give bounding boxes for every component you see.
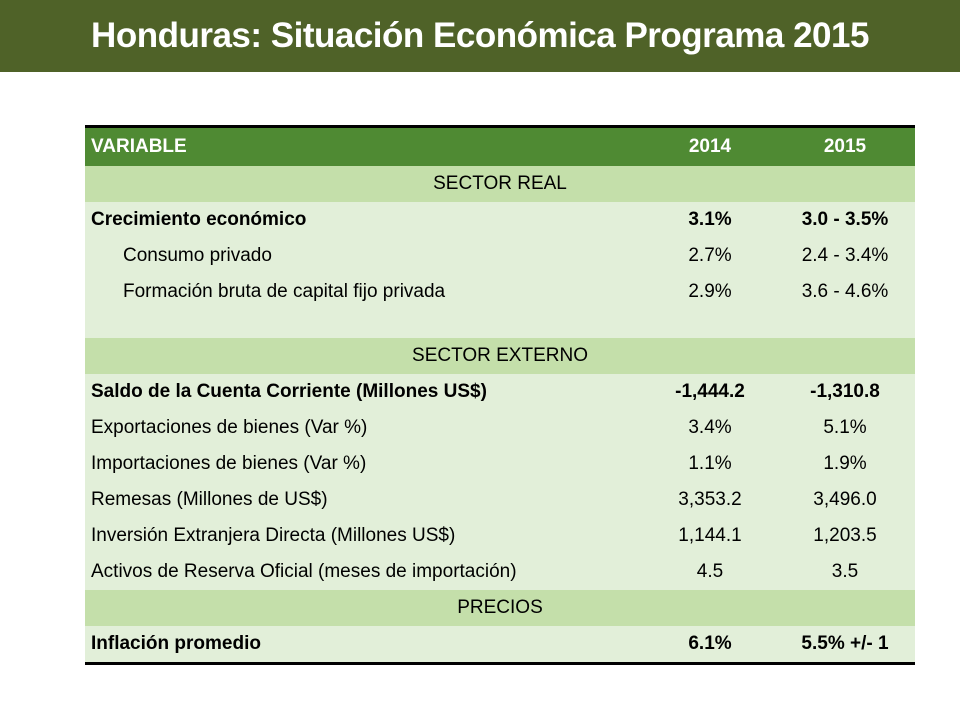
- section-row-sector-real: SECTOR REAL: [85, 166, 915, 202]
- row-value-2015: 5.5% +/- 1: [801, 633, 889, 654]
- header-2015: 2015: [823, 136, 867, 157]
- table-row: Inflación promedio 6.1% 5.5% +/- 1: [85, 626, 915, 662]
- section-label: PRECIOS: [457, 597, 543, 618]
- table-row: Formación bruta de capital fijo privada …: [85, 274, 915, 310]
- row-variable: Formación bruta de capital fijo privada: [123, 281, 446, 302]
- row-variable: Crecimiento económico: [91, 209, 307, 230]
- header-2014: 2014: [688, 136, 732, 157]
- row-value-2014: 1,144.1: [678, 525, 742, 546]
- table-row: Importaciones de bienes (Var %) 1.1% 1.9…: [85, 446, 915, 482]
- row-value-2015: -1,310.8: [810, 381, 880, 402]
- table-row: Crecimiento económico 3.1% 3.0 - 3.5%: [85, 202, 915, 238]
- row-value-2014: 3,353.2: [678, 489, 742, 510]
- section-row-sector-externo: SECTOR EXTERNO: [85, 338, 915, 374]
- row-value-2014: 4.5: [696, 561, 724, 582]
- row-value-2015: 1.9%: [823, 453, 867, 474]
- table-row: Activos de Reserva Oficial (meses de imp…: [85, 554, 915, 590]
- section-row-precios: PRECIOS: [85, 590, 915, 626]
- row-variable: Inflación promedio: [91, 633, 261, 654]
- row-variable: Inversión Extranjera Directa (Millones U…: [91, 525, 456, 546]
- header-variable: VARIABLE: [91, 136, 187, 157]
- row-variable: Remesas (Millones de US$): [91, 489, 328, 510]
- economic-table: VARIABLE 2014 2015 SECTOR REAL Crecimien…: [85, 125, 915, 665]
- table-header-row: VARIABLE 2014 2015: [85, 128, 915, 166]
- row-value-2015: 5.1%: [823, 417, 867, 438]
- row-variable: Exportaciones de bienes (Var %): [91, 417, 368, 438]
- page-title: Honduras: Situación Económica Programa 2…: [91, 16, 869, 55]
- row-value-2014: -1,444.2: [675, 381, 745, 402]
- row-value-2014: 3.4%: [688, 417, 732, 438]
- row-value-2015: 3.5: [831, 561, 859, 582]
- row-value-2015: 2.4 - 3.4%: [801, 245, 889, 266]
- row-value-2015: 3.0 - 3.5%: [801, 209, 889, 230]
- table-row: Saldo de la Cuenta Corriente (Millones U…: [85, 374, 915, 410]
- row-variable: Saldo de la Cuenta Corriente (Millones U…: [91, 381, 487, 402]
- row-value-2015: 3,496.0: [813, 489, 877, 510]
- table-row: Exportaciones de bienes (Var %) 3.4% 5.1…: [85, 410, 915, 446]
- table-row: Consumo privado 2.7% 2.4 - 3.4%: [85, 238, 915, 274]
- table-row: Remesas (Millones de US$) 3,353.2 3,496.…: [85, 482, 915, 518]
- row-variable: Consumo privado: [123, 245, 272, 266]
- row-value-2015: 1,203.5: [813, 525, 877, 546]
- row-variable: Importaciones de bienes (Var %): [91, 453, 367, 474]
- row-value-2014: 2.9%: [688, 281, 732, 302]
- row-value-2015: 3.6 - 4.6%: [801, 281, 889, 302]
- row-variable: Activos de Reserva Oficial (meses de imp…: [91, 561, 517, 582]
- title-bar: Honduras: Situación Económica Programa 2…: [0, 0, 960, 72]
- spacer-row: [85, 310, 915, 338]
- row-value-2014: 2.7%: [688, 245, 732, 266]
- table-row: Inversión Extranjera Directa (Millones U…: [85, 518, 915, 554]
- section-label: SECTOR REAL: [433, 173, 567, 194]
- row-value-2014: 3.1%: [688, 209, 732, 230]
- section-label: SECTOR EXTERNO: [412, 345, 588, 366]
- row-value-2014: 1.1%: [688, 453, 732, 474]
- row-value-2014: 6.1%: [688, 633, 732, 654]
